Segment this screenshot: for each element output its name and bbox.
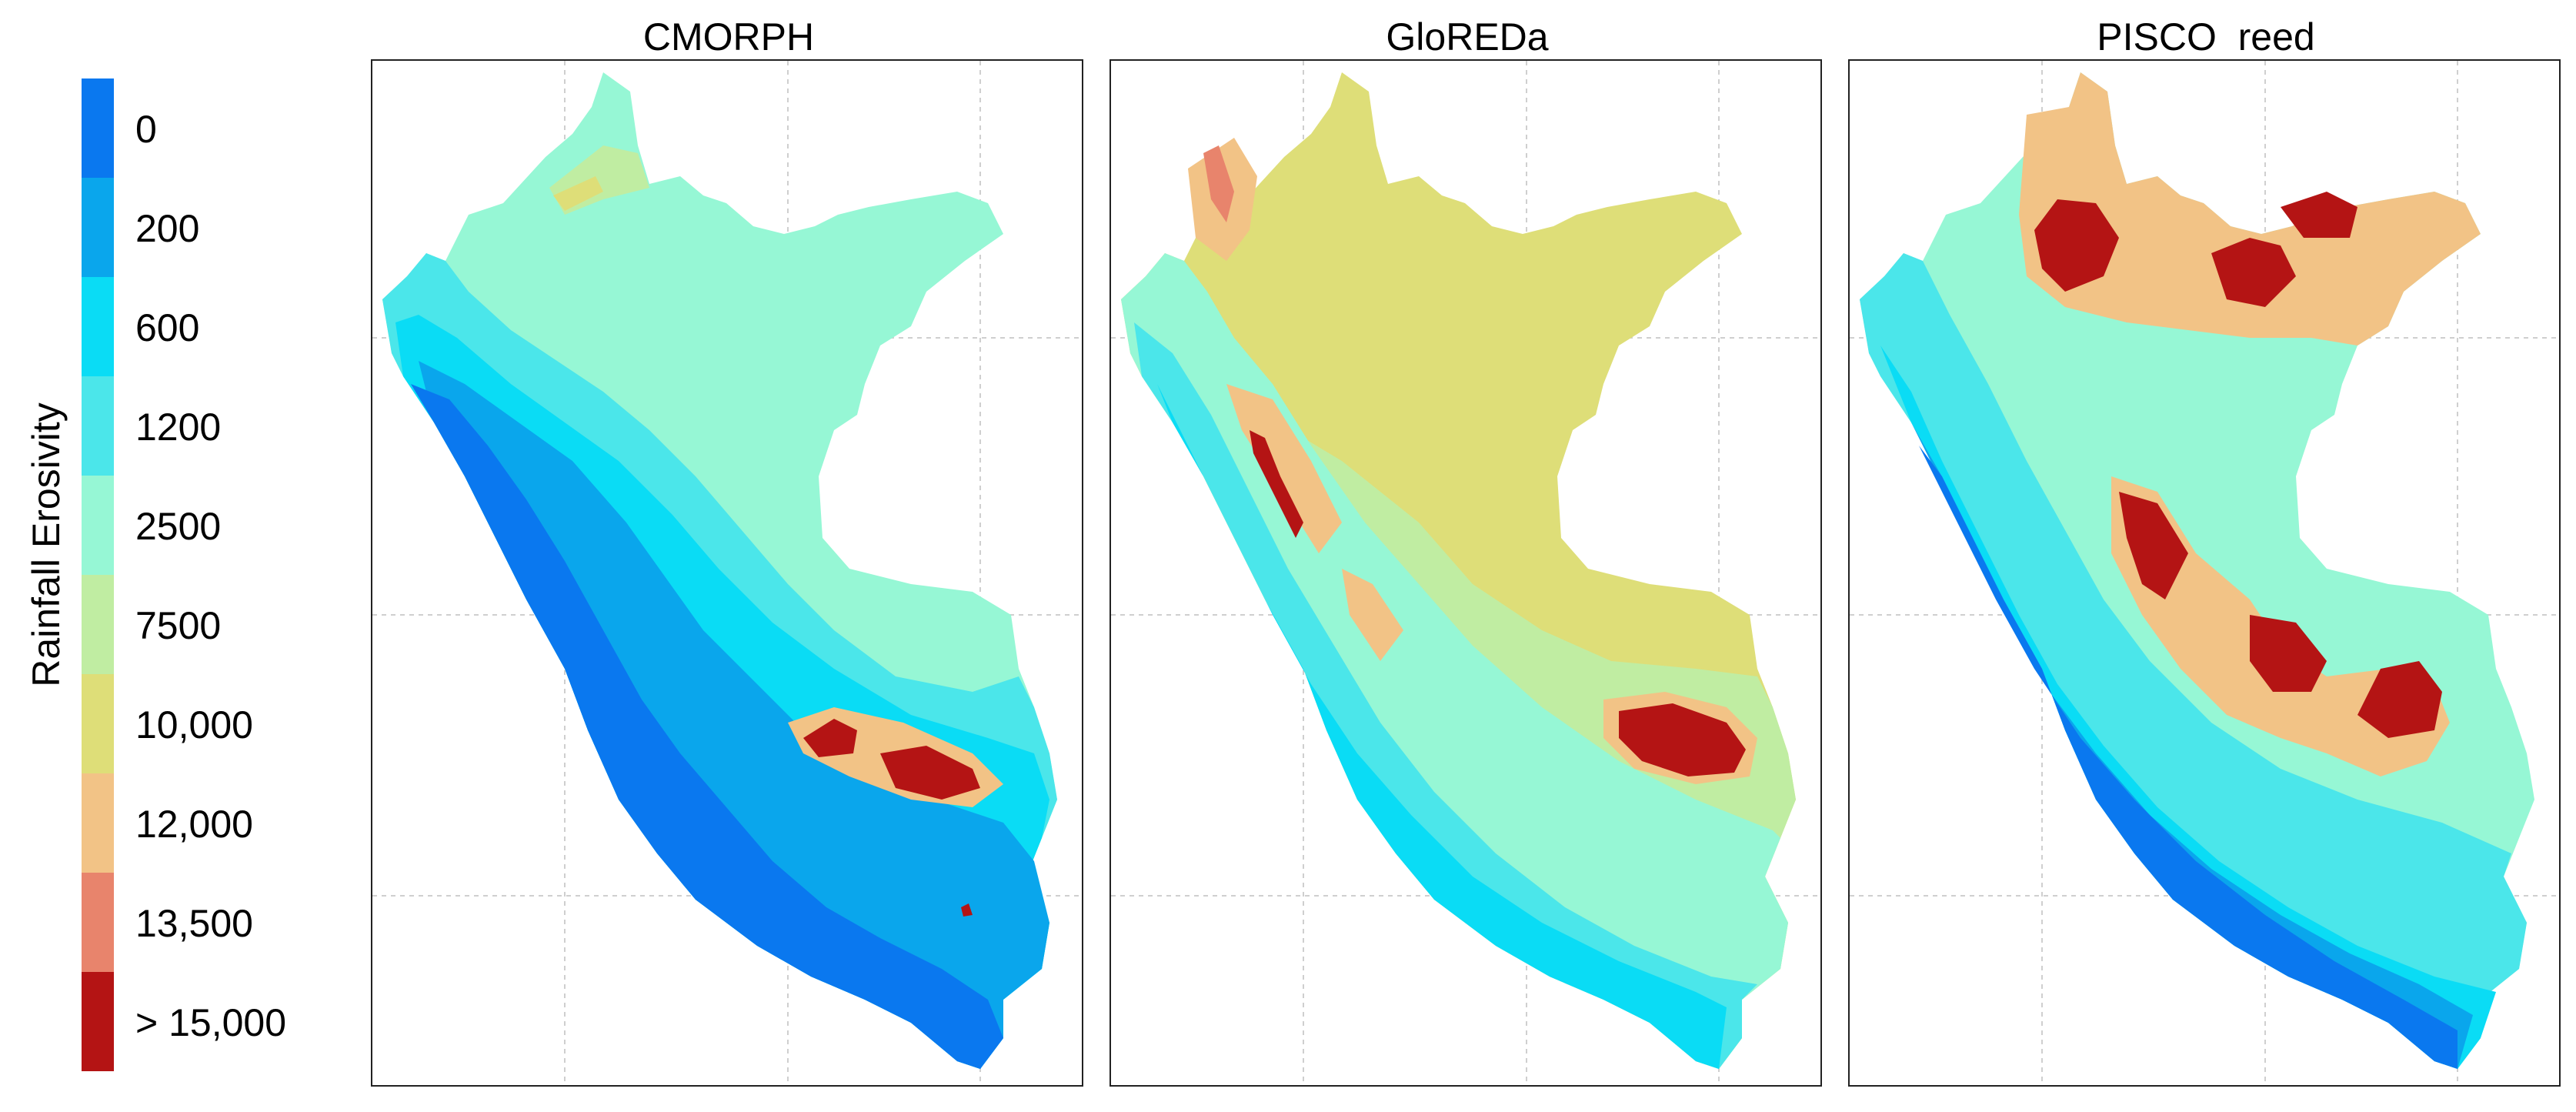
region bbox=[2019, 72, 2481, 346]
region bbox=[553, 176, 603, 211]
legend-swatch-0 bbox=[82, 78, 114, 178]
legend-colorbar bbox=[82, 78, 114, 1071]
region bbox=[411, 384, 1003, 1069]
map-frame bbox=[1848, 59, 2561, 1087]
legend-swatch-5 bbox=[82, 575, 114, 674]
region bbox=[2034, 199, 2119, 292]
region bbox=[419, 361, 1049, 1069]
region bbox=[961, 903, 973, 917]
region bbox=[1226, 384, 1342, 553]
country-outline bbox=[382, 72, 1057, 1069]
legend-swatch-2 bbox=[82, 277, 114, 376]
country-outline bbox=[1121, 72, 1796, 1069]
legend-label: 12,000 bbox=[135, 803, 253, 846]
legend-swatch-9 bbox=[82, 972, 114, 1071]
region bbox=[2119, 492, 2188, 599]
map-svg bbox=[1111, 61, 1820, 1085]
legend-label: 600 bbox=[135, 306, 200, 349]
legend-swatch-6 bbox=[82, 674, 114, 773]
legend-swatch-1 bbox=[82, 178, 114, 277]
region bbox=[1157, 384, 1727, 1069]
legend-label: 200 bbox=[135, 207, 200, 250]
country-outline bbox=[1860, 72, 2534, 1069]
map-svg bbox=[372, 61, 1082, 1085]
legend-label: 10,000 bbox=[135, 703, 253, 746]
legend-label: 7500 bbox=[135, 604, 222, 647]
panel-title: CMORPH bbox=[642, 15, 815, 58]
panel-title: GloREDa bbox=[1386, 15, 1549, 58]
legend-label: 13,500 bbox=[135, 902, 253, 945]
legend-swatch-4 bbox=[82, 476, 114, 575]
legend-label: 1200 bbox=[135, 406, 222, 449]
panel-title: PISCO reed bbox=[2097, 15, 2315, 58]
region bbox=[2281, 192, 2357, 238]
legend-label: > 15,000 bbox=[135, 1001, 287, 1044]
region bbox=[2357, 661, 2442, 738]
region bbox=[1250, 430, 1303, 538]
legend-swatch-3 bbox=[82, 376, 114, 476]
legend-label: 2500 bbox=[135, 505, 222, 548]
legend-label: 0 bbox=[135, 108, 157, 151]
region bbox=[1919, 446, 2458, 1069]
map-panel-gloreda: GloREDa bbox=[1109, 0, 1825, 1112]
region bbox=[1342, 569, 1403, 661]
map-panel-cmorph: CMORPH bbox=[371, 0, 1086, 1112]
region bbox=[2250, 615, 2327, 692]
map-frame bbox=[371, 59, 1083, 1087]
color-legend: Rainfall Erosivity 0 200 600 1200 2500 7… bbox=[0, 0, 354, 1112]
legend-swatch-8 bbox=[82, 873, 114, 972]
region bbox=[803, 719, 857, 757]
region bbox=[1860, 253, 2527, 1069]
region bbox=[1619, 703, 1746, 776]
region bbox=[2211, 238, 2296, 307]
map-svg bbox=[1850, 61, 2559, 1085]
map-frame bbox=[1109, 59, 1822, 1087]
legend-swatch-7 bbox=[82, 773, 114, 873]
map-panel-pisco-reed: PISCO reed bbox=[1848, 0, 2564, 1112]
region bbox=[1203, 145, 1234, 222]
region bbox=[880, 746, 980, 800]
region bbox=[1896, 392, 2473, 1069]
legend-title: Rainfall Erosivity bbox=[25, 402, 68, 687]
